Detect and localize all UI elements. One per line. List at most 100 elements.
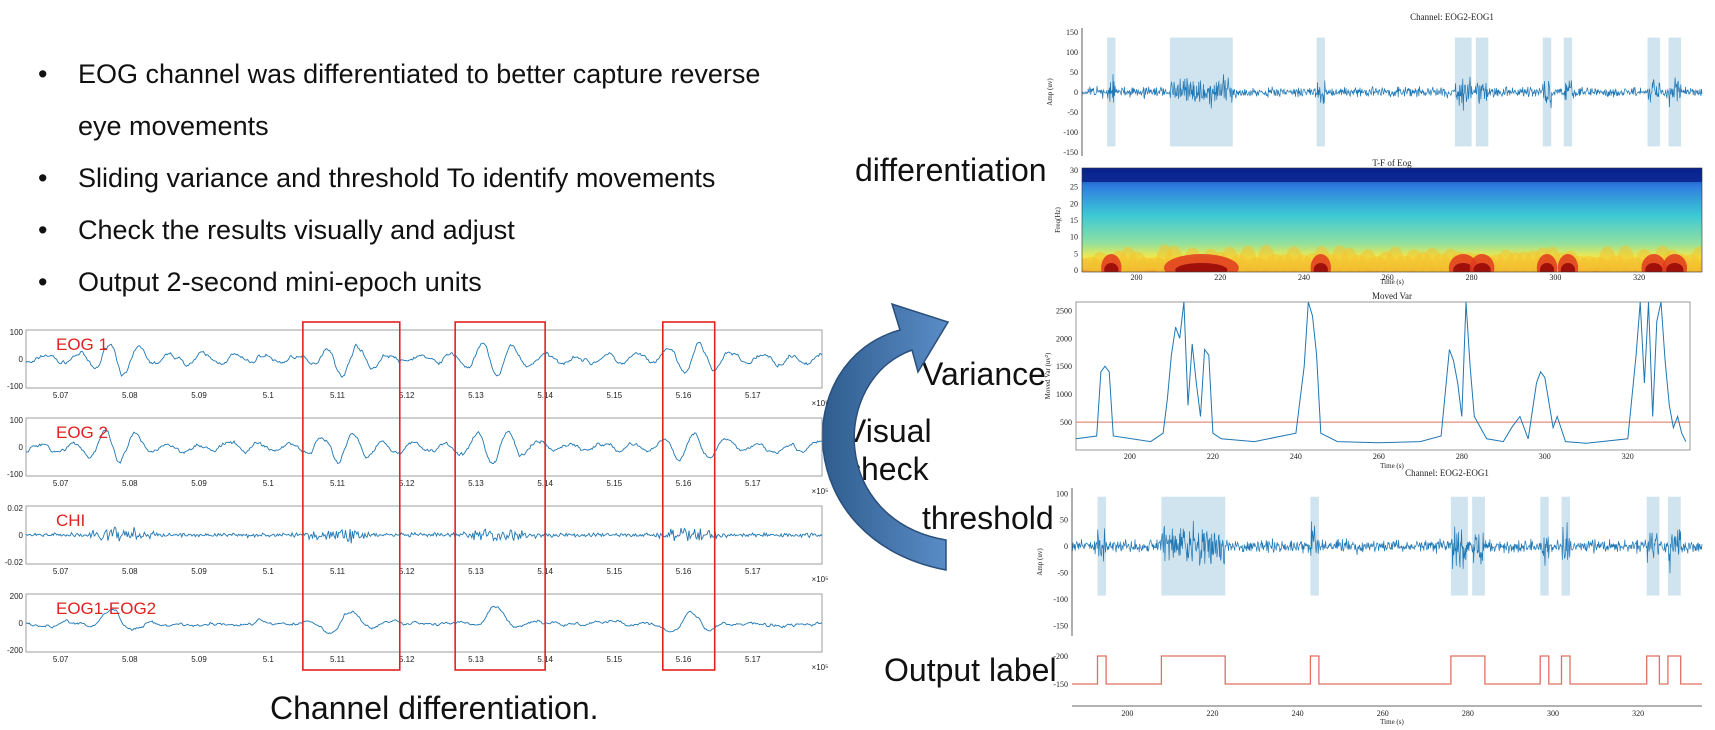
x-tick-label: 220	[1214, 273, 1226, 282]
signal-trace	[25, 342, 823, 378]
x-tick-label: 280	[1462, 709, 1474, 718]
x-axis-label: Time (s)	[1380, 462, 1404, 470]
bullet-text: EOG channel was differentiated to better…	[78, 59, 761, 89]
y-tick-label: 100	[10, 416, 24, 425]
signal-trace	[25, 605, 823, 635]
channel-label: EOG1-EOG2	[56, 599, 156, 618]
label-output: Output label	[884, 652, 1057, 688]
x-tick-label: 260	[1377, 709, 1389, 718]
panel-frame	[25, 417, 823, 477]
y-tick-label: 1000	[1056, 390, 1072, 399]
x-axis-label: Time (s)	[1380, 718, 1404, 726]
bullet-item: • Output 2-second mini-epoch units	[38, 256, 838, 308]
x-tick-label: 5.07	[53, 479, 69, 488]
x-tick-label: 5.08	[122, 391, 138, 400]
x-tick-label: 5.07	[53, 567, 69, 576]
x-tick-label: 5.09	[191, 655, 207, 664]
x-exponent-label: ×10⁵	[812, 399, 829, 408]
heatmap-blob	[1453, 263, 1474, 272]
variance-plot: 2500 2000 1500 1000 500 200 220 240 260 280 300 320…	[1044, 291, 1691, 470]
bullet-marker: •	[38, 215, 48, 245]
bullet-item: • Sliding variance and threshold To ident…	[38, 152, 838, 204]
panel-frame	[25, 329, 823, 389]
x-tick-label: 5.09	[191, 391, 207, 400]
channel-label: EOG 1	[56, 335, 108, 354]
x-tick-label: 5.12	[399, 655, 415, 664]
signal-trace	[25, 429, 823, 465]
y-tick-label: 100	[1056, 489, 1068, 498]
heatmap-blob	[1666, 263, 1684, 272]
highlight-box	[454, 321, 546, 671]
x-exponent-label: ×10⁵	[812, 663, 829, 672]
x-tick-label: 320	[1632, 709, 1644, 718]
x-tick-label: 5.12	[399, 391, 415, 400]
y-tick-label: 0	[19, 619, 24, 628]
x-tick-label: 320	[1633, 273, 1645, 282]
bullet-text: Sliding variance and threshold To identi…	[78, 163, 716, 193]
panel-frame	[25, 505, 823, 565]
y-tick-label: -100	[1063, 128, 1078, 137]
y-tick-label: 10	[1070, 233, 1078, 242]
y-tick-label: 1500	[1056, 362, 1072, 371]
x-tick-label: 5.07	[53, 391, 69, 400]
y-tick-label: -0.02	[5, 558, 24, 567]
x-tick-label: 320	[1622, 452, 1634, 461]
y-tick-label: -200	[7, 646, 24, 655]
heatmap-blob	[1690, 246, 1702, 272]
x-tick-label: 300	[1549, 273, 1561, 282]
y-tick-label: 100	[10, 328, 24, 337]
y-tick-label: 0.02	[7, 504, 23, 513]
bullet-item: • EOG channel was differentiated to bette…	[38, 48, 838, 100]
x-tick-label: 240	[1298, 273, 1310, 282]
x-tick-label: 5.16	[676, 567, 692, 576]
amplitude-plot: 150 100 50 0 -50 -100 -150 Channel: EOG2-EOG1 Am…	[1046, 12, 1703, 157]
x-tick-label: 5.1	[263, 391, 275, 400]
x-tick-label: 5.17	[745, 391, 761, 400]
bullet-item: eye movements	[38, 100, 838, 152]
label-threshold: threshold	[922, 500, 1054, 536]
y-tick-label: 0	[19, 355, 24, 364]
y-tick-label: 30	[1070, 166, 1078, 175]
figure-caption: Channel differentiation.	[270, 690, 599, 726]
bullet-marker: •	[38, 59, 48, 89]
y-tick-label: -100	[7, 470, 24, 479]
x-tick-label: 5.11	[330, 479, 346, 488]
plot-frame	[1075, 301, 1691, 451]
signal-trace	[25, 526, 823, 544]
y-axis-label: Freq(Hz)	[1054, 207, 1062, 233]
plot-title: Channel: EOG2-EOG1	[1410, 12, 1494, 22]
signal-trace	[1071, 520, 1703, 574]
heatmap-blobs	[1082, 168, 1702, 272]
amplitude-plot: 100 50 0 -50 -100 -150 Channel: EOG2-EOG1 Amp (…	[1036, 468, 1703, 636]
y-tick-label: -150	[1063, 148, 1078, 157]
x-tick-label: 5.09	[191, 567, 207, 576]
label-trace	[1072, 655, 1702, 685]
shaded-interval	[1646, 496, 1660, 596]
x-tick-label: 280	[1466, 273, 1478, 282]
x-tick-label: 5.11	[330, 567, 346, 576]
x-tick-label: 5.1	[263, 655, 275, 664]
y-tick-label: 0	[19, 531, 24, 540]
y-axis-label: Moved Var (uv²)	[1044, 352, 1052, 399]
shaded-interval	[1563, 37, 1573, 147]
y-tick-label: 150	[1066, 28, 1078, 37]
y-tick-label: -100	[1053, 595, 1068, 604]
shaded-interval	[1542, 37, 1552, 147]
x-tick-label: 5.11	[330, 391, 346, 400]
y-tick-label: -150	[1053, 680, 1068, 689]
x-tick-label: 220	[1206, 709, 1218, 718]
x-tick-label: 5.13	[468, 567, 484, 576]
x-tick-label: 5.17	[745, 655, 761, 664]
y-tick-label: 0	[1064, 542, 1068, 551]
x-tick-label: 5.16	[676, 655, 692, 664]
x-tick-label: 5.16	[676, 479, 692, 488]
x-tick-label: 5.16	[676, 391, 692, 400]
y-tick-label: 2000	[1056, 334, 1072, 343]
x-tick-label: 5.1	[263, 479, 275, 488]
